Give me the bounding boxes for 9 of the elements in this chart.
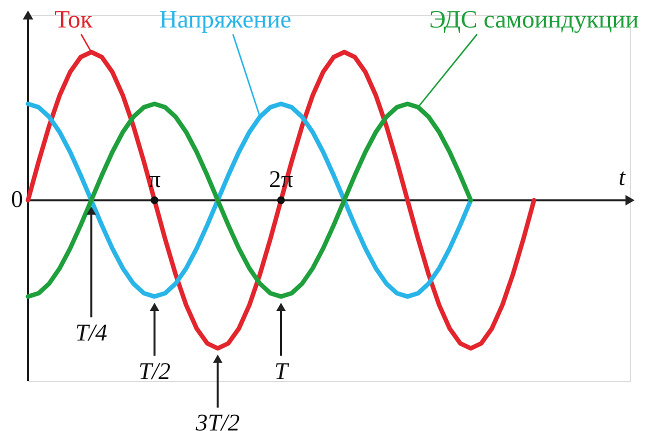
- annotation: T: [274, 358, 290, 385]
- x-axis-title: t: [618, 165, 627, 192]
- annotation: 0: [11, 187, 23, 214]
- series-label: Ток: [54, 6, 94, 34]
- text: Напряжение: [159, 6, 292, 34]
- annotation: 3T/2: [194, 410, 240, 431]
- annotation: T/4: [75, 320, 108, 346]
- text: ЭДС самоиндукции: [429, 6, 639, 34]
- annotation: T/2: [138, 358, 171, 385]
